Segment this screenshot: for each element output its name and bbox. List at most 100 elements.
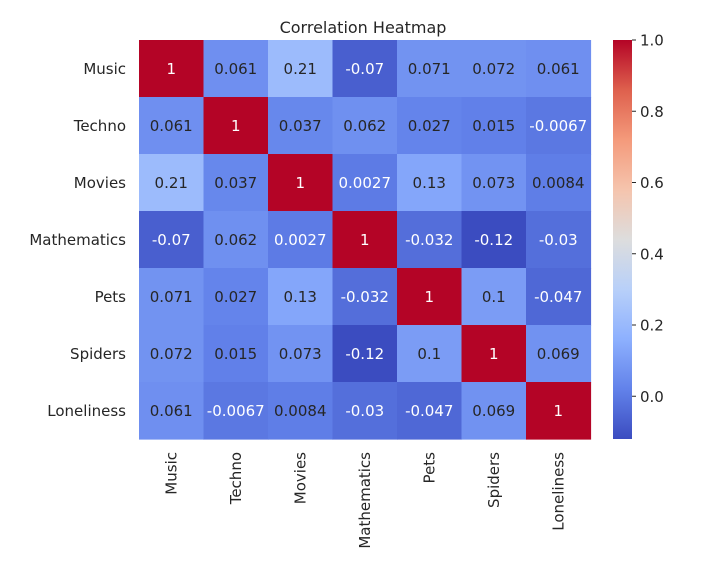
heatmap-cell: [203, 154, 269, 212]
heatmap-cell: [268, 154, 334, 212]
cell-value-label: 0.062: [214, 231, 257, 249]
heatmap-cell: [461, 40, 527, 98]
heatmap-cell: [526, 211, 592, 269]
colorbar-ticks: 0.0 0.2 0.4 0.6 0.8 1.0: [632, 32, 664, 406]
y-tick-label: Movies: [74, 174, 126, 192]
cell-value-label: 1: [489, 345, 499, 363]
heatmap-cell: [332, 325, 398, 383]
cell-value-label: 0.061: [150, 117, 193, 135]
heatmap-cell: [203, 382, 269, 440]
colorbar-tick-label: 0.0: [640, 388, 664, 406]
cell-value-label: 0.037: [214, 174, 257, 192]
x-tick-label: Spiders: [485, 452, 503, 508]
y-axis-tick-labels: Music Techno Movies Mathematics Pets Spiders L…: [29, 60, 126, 420]
colorbar-gradient: [613, 40, 632, 439]
cell-value-label: 0.069: [537, 345, 580, 363]
heatmap-cell: [461, 154, 527, 212]
cell-value-label: 0.1: [482, 288, 506, 306]
heatmap-cell: [332, 382, 398, 440]
heatmap-cell: [332, 154, 398, 212]
cell-value-label: -0.032: [405, 231, 453, 249]
heatmap-cell: [268, 97, 334, 155]
cell-value-label: -0.0067: [207, 402, 265, 420]
colorbar-tick-label: 0.8: [640, 103, 664, 121]
y-tick-label: Music: [83, 60, 126, 78]
x-tick-label: Pets: [420, 452, 438, 484]
heatmap-cell: [139, 97, 205, 155]
heatmap-cell: [139, 211, 205, 269]
heatmap-cell: [332, 40, 398, 98]
cell-value-label: -0.047: [405, 402, 453, 420]
cell-value-label: 0.0084: [532, 174, 585, 192]
cell-value-label: 0.21: [155, 174, 188, 192]
y-tick-label: Loneliness: [47, 402, 126, 420]
colorbar: 0.0 0.2 0.4 0.6 0.8 1.0: [613, 32, 664, 439]
heatmap-cell: [268, 211, 334, 269]
cell-value-label: 0.015: [214, 345, 257, 363]
y-tick-label: Spiders: [70, 345, 126, 363]
x-tick-label: Music: [162, 452, 180, 495]
cell-value-label: 0.073: [472, 174, 515, 192]
cell-value-label: 1: [231, 117, 241, 135]
heatmap-cell: [461, 325, 527, 383]
cell-value-label: 0.061: [537, 60, 580, 78]
x-tick-label: Techno: [227, 452, 245, 505]
cell-value-label: 0.13: [413, 174, 446, 192]
cell-value-label: -0.12: [474, 231, 513, 249]
x-tick-label: Loneliness: [549, 452, 567, 531]
heatmap-cell: [203, 97, 269, 155]
cell-value-label: -0.03: [539, 231, 578, 249]
cell-value-label: 0.0084: [274, 402, 327, 420]
cell-value-label: 0.071: [408, 60, 451, 78]
heatmap-cell: [526, 97, 592, 155]
cell-value-label: -0.07: [345, 60, 384, 78]
cell-value-label: -0.03: [345, 402, 384, 420]
heatmap-cell: [139, 382, 205, 440]
heatmap-cell: [526, 325, 592, 383]
cell-value-label: 1: [424, 288, 434, 306]
cell-value-label: 0.069: [472, 402, 515, 420]
x-axis-tick-labels: Music Techno Movies Mathematics Pets Spiders L…: [162, 452, 567, 549]
cell-value-label: -0.07: [152, 231, 191, 249]
cell-value-label: 0.072: [472, 60, 515, 78]
heatmap-cell: [332, 268, 398, 326]
heatmap-cell: [139, 268, 205, 326]
y-tick-label: Pets: [95, 288, 127, 306]
heatmap-cell: [203, 325, 269, 383]
x-tick-label: Movies: [291, 452, 309, 504]
colorbar-tick-label: 0.6: [640, 174, 664, 192]
cell-value-label: 0.061: [214, 60, 257, 78]
y-tick-label: Mathematics: [29, 231, 126, 249]
heatmap-cell: [397, 154, 463, 212]
cell-value-label: 1: [360, 231, 370, 249]
heatmap-cell: [268, 382, 334, 440]
cell-value-label: -0.047: [534, 288, 582, 306]
colorbar-tick-label: 1.0: [640, 32, 664, 50]
heatmap-cell: [526, 268, 592, 326]
cell-value-label: 0.072: [150, 345, 193, 363]
cell-value-label: 0.1: [417, 345, 441, 363]
heatmap-cell: [397, 325, 463, 383]
cell-value-label: 0.015: [472, 117, 515, 135]
heatmap-cell: [332, 97, 398, 155]
heatmap-cell: [203, 40, 269, 98]
heatmap-cell: [268, 325, 334, 383]
cell-value-label: 0.027: [214, 288, 257, 306]
heatmap-cell: [397, 40, 463, 98]
cell-value-label: 1: [553, 402, 563, 420]
heatmap-cell: [203, 268, 269, 326]
cell-value-label: 0.061: [150, 402, 193, 420]
heatmap-cells: 1 0.061 0.21 -0.07 0.071 0.072 0.061 0.061 1 0.03…: [139, 40, 592, 440]
heatmap-cell: [268, 268, 334, 326]
cell-value-label: 0.027: [408, 117, 451, 135]
heatmap-cell: [268, 40, 334, 98]
y-tick-label: Techno: [73, 117, 126, 135]
cell-value-label: 1: [295, 174, 305, 192]
cell-value-label: 0.0027: [339, 174, 392, 192]
heatmap-cell: [461, 97, 527, 155]
cell-value-label: 1: [166, 60, 176, 78]
cell-value-label: 0.0027: [274, 231, 327, 249]
chart-title: Correlation Heatmap: [280, 18, 447, 37]
cell-value-label: 0.037: [279, 117, 322, 135]
